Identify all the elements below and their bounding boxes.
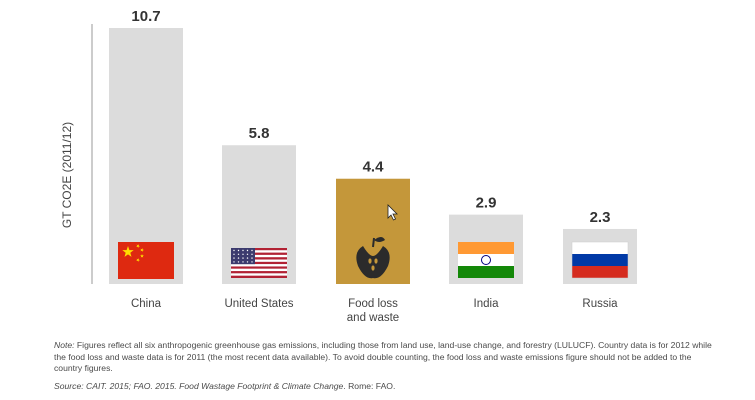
flag-star: [233, 249, 235, 252]
flag-star: [136, 258, 140, 262]
flag-star: [251, 253, 253, 255]
flag-star: [242, 253, 244, 255]
flag-star: [246, 253, 249, 255]
apple-core-icon: [356, 237, 390, 279]
flag-star: [242, 249, 244, 252]
bar-value-label: 5.8: [249, 125, 270, 142]
flag-star: [246, 249, 249, 252]
flag-stripe: [231, 259, 287, 262]
flag-star: [136, 244, 140, 248]
flag-star: [242, 261, 244, 263]
flag-stripe: [231, 268, 287, 272]
flag-white: [458, 254, 514, 266]
bars-group: 10.7 China 5.8 United States 4.4 Food loss and…: [109, 8, 637, 324]
x-tick-label: China: [131, 298, 162, 310]
flag-stripe: [231, 273, 287, 276]
y-label-main: GT CO2E (2011/12): [60, 122, 74, 228]
x-tick-label: United States: [224, 298, 293, 310]
x-tick-label: and waste: [347, 312, 399, 324]
apple-stem: [372, 237, 375, 248]
footnote: Note: Figures reflect all six anthropoge…: [54, 340, 714, 375]
bar-value-label: 4.4: [363, 159, 385, 176]
flag-stripe: [231, 248, 287, 251]
flag-star: [233, 257, 235, 259]
flag-star: [233, 261, 235, 263]
bar-chart: GT CO2E (2011/12) 10.7 China 5.8 United Sta…: [60, 8, 637, 324]
flag-stripe: [231, 264, 287, 267]
flag-field: [118, 242, 174, 279]
apple-leaf: [374, 237, 385, 242]
flag-star: [246, 257, 249, 259]
flag-red: [572, 266, 628, 278]
flag-chakra: [481, 255, 491, 265]
y-axis-label: GT CO2E (2011/12): [60, 122, 74, 228]
flag-saffron: [458, 242, 514, 254]
bar: [109, 28, 183, 284]
flag-stripe: [231, 257, 287, 260]
us-flag-icon: [231, 248, 287, 278]
apple-seed: [374, 258, 378, 264]
bar-value-label: 10.7: [131, 8, 160, 25]
flag-star: [246, 261, 249, 263]
flag-white: [572, 242, 628, 254]
india-flag-icon: [458, 242, 514, 278]
apple-seed: [371, 265, 375, 271]
flag-canton: [231, 248, 255, 265]
flag-star: [251, 249, 253, 252]
mouse-cursor-icon: [387, 204, 398, 221]
flag-stripe: [231, 275, 287, 278]
russia-flag-icon: [571, 241, 629, 279]
flag-stripe: [231, 250, 287, 253]
flag-blue: [572, 254, 628, 266]
source-title: Food Wastage Footprint & Climate Change: [179, 381, 344, 391]
flag-star: [140, 254, 144, 258]
flag-star: [251, 257, 253, 259]
source-citation: Source: CAIT. 2015; FAO. 2015. Food Wast…: [54, 381, 714, 391]
flag-stripe: [231, 261, 287, 265]
source-prefix: Source: CAIT. 2015; FAO. 2015.: [54, 381, 180, 391]
apple-seed: [368, 258, 372, 264]
flag-star: [122, 246, 134, 257]
flag-border: [571, 241, 629, 279]
flag-star: [140, 248, 144, 252]
flag-stripe: [231, 252, 287, 255]
flag-star: [237, 253, 240, 255]
flag-star: [251, 261, 253, 263]
flag-star: [237, 249, 240, 252]
note-label: Note:: [54, 340, 75, 350]
flag-stripe: [231, 271, 287, 274]
x-tick-label: Food loss: [348, 298, 398, 310]
x-tick-label: India: [474, 298, 500, 310]
flag-star: [237, 257, 240, 259]
note-text: Figures reflect all six anthropogenic gr…: [54, 340, 712, 373]
x-tick-label: Russia: [582, 298, 618, 310]
bar-value-label: 2.3: [590, 209, 611, 226]
flag-stripe: [231, 254, 287, 258]
flag-star: [233, 253, 235, 255]
flag-star: [242, 257, 244, 259]
flag-stripe: [231, 266, 287, 269]
flag-star: [237, 261, 240, 263]
flag-green: [458, 266, 514, 278]
bar-value-label: 2.9: [476, 195, 497, 212]
source-suffix: . Rome: FAO.: [343, 381, 396, 391]
apple-core-body: [356, 246, 390, 279]
china-flag-icon: [118, 242, 174, 279]
